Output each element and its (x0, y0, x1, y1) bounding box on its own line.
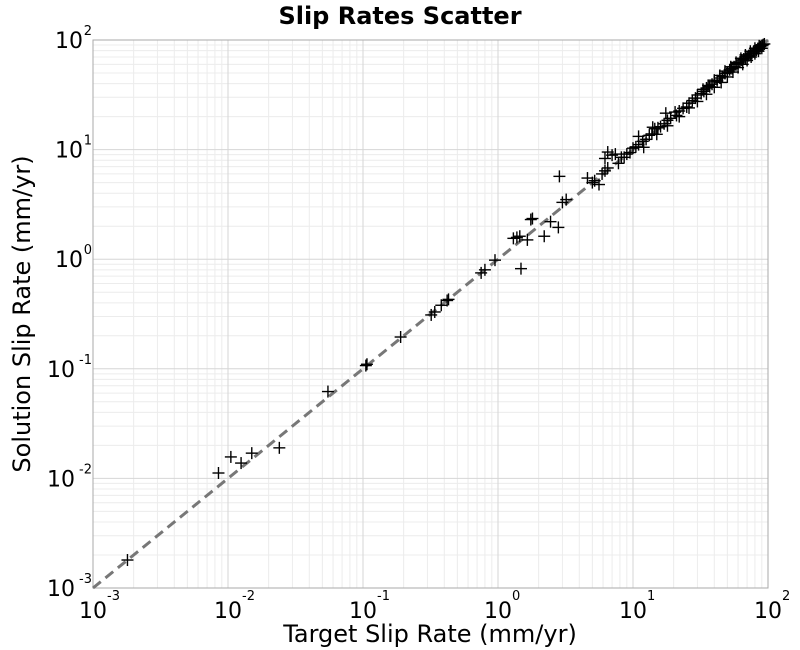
data-point (691, 95, 704, 108)
x-tick-exponent: -1 (377, 589, 390, 604)
y-tick-label: 10 (47, 358, 75, 383)
plot-area-frame (92, 39, 769, 589)
x-tick-label: 10 (484, 599, 512, 624)
data-point (526, 212, 539, 225)
data-point (708, 74, 721, 87)
data-point (715, 76, 728, 89)
data-point (683, 101, 696, 114)
x-tick-label: 10 (754, 599, 782, 624)
x-axis-label: Target Slip Rate (mm/yr) (282, 620, 577, 648)
data-point (235, 457, 248, 470)
data-point (359, 359, 372, 372)
data-point (648, 122, 661, 135)
data-point (212, 467, 225, 480)
data-point (478, 263, 491, 276)
data-point (650, 128, 663, 141)
x-tick-label: 10 (349, 599, 377, 624)
x-tick-exponent: -3 (107, 589, 120, 604)
data-point (521, 233, 534, 246)
y-tick-exponent: 2 (84, 24, 92, 39)
y-tick-exponent: 0 (84, 243, 92, 258)
y-tick-label: 10 (47, 467, 75, 492)
data-point (664, 112, 677, 125)
data-point (510, 231, 523, 244)
data-point (553, 170, 566, 183)
data-point (513, 230, 526, 243)
data-point (721, 70, 734, 83)
data-point (598, 152, 611, 165)
data-point (659, 107, 672, 120)
y-tick-label: 10 (55, 139, 83, 164)
data-point (514, 262, 527, 275)
y-tick-exponent: -1 (79, 353, 92, 368)
data-point (544, 215, 557, 228)
x-tick-label: 10 (214, 599, 242, 624)
data-point (651, 121, 664, 134)
y-tick-label: 10 (55, 248, 83, 273)
y-tick-label: 10 (47, 577, 75, 602)
data-point (394, 331, 407, 344)
data-point (609, 148, 622, 161)
data-point (435, 299, 448, 312)
data-point (606, 149, 619, 162)
chart-title: Slip Rates Scatter (278, 2, 521, 30)
y-tick-label: 10 (55, 29, 83, 54)
x-tick-label: 10 (619, 599, 647, 624)
data-point (321, 385, 334, 398)
data-point (224, 450, 237, 463)
data-point (121, 554, 134, 567)
data-point (673, 110, 686, 123)
data-point (637, 141, 650, 154)
y-tick-exponent: -2 (79, 462, 92, 477)
x-tick-exponent: 2 (782, 589, 790, 604)
y-tick-exponent: 1 (84, 134, 92, 149)
data-markers (121, 37, 771, 567)
data-point (593, 178, 606, 191)
data-point (538, 230, 551, 243)
data-point (686, 94, 699, 107)
data-point (643, 129, 656, 142)
data-point (753, 39, 766, 52)
data-point (702, 79, 715, 92)
data-point (618, 151, 631, 164)
data-point (428, 305, 441, 318)
x-tick-exponent: 0 (512, 589, 520, 604)
data-point (598, 164, 611, 177)
data-point (620, 148, 633, 161)
data-point (524, 213, 537, 226)
data-point (560, 193, 573, 206)
data-point (601, 161, 614, 174)
data-point (360, 358, 373, 371)
y-tick-exponent: -3 (79, 572, 92, 587)
data-point (488, 254, 501, 267)
data-point (552, 221, 565, 234)
minor-gridlines (93, 40, 768, 588)
data-point (661, 119, 674, 132)
y-axis-label: Solution Slip Rate (mm/yr) (8, 155, 36, 472)
data-point (586, 176, 599, 189)
x-tick-exponent: 1 (647, 589, 655, 604)
x-tick-exponent: -2 (242, 589, 255, 604)
data-point (273, 441, 286, 454)
data-point (442, 293, 455, 306)
data-point (441, 294, 454, 307)
data-point (596, 167, 609, 180)
x-tick-label: 10 (79, 599, 107, 624)
data-point (612, 157, 625, 170)
data-point (245, 447, 258, 460)
